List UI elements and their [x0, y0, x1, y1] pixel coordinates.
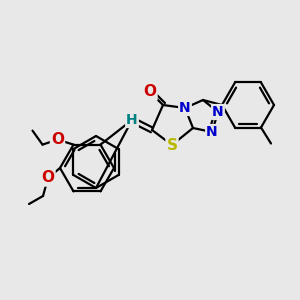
Text: O: O [51, 132, 64, 147]
Text: S: S [167, 137, 178, 152]
Text: O: O [41, 170, 55, 185]
Text: N: N [179, 101, 191, 115]
Text: O: O [143, 85, 157, 100]
Text: N: N [212, 105, 224, 119]
Text: N: N [206, 125, 218, 139]
Text: H: H [126, 113, 138, 127]
